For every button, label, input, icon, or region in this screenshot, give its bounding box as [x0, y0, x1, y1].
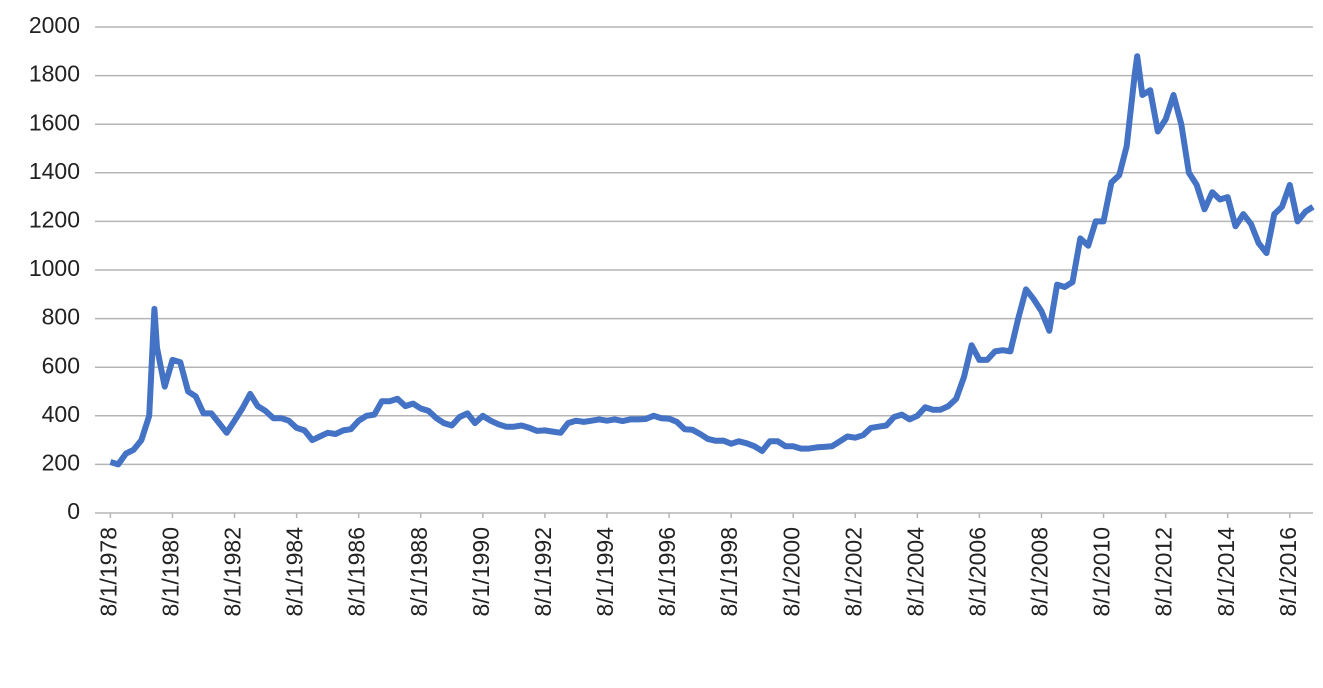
x-tick-label: 8/1/1996 [654, 527, 680, 617]
y-tick-label: 1800 [29, 61, 80, 87]
x-tick-label: 8/1/2016 [1275, 527, 1301, 617]
x-tick-label: 8/1/1978 [95, 527, 121, 617]
y-tick-label: 800 [42, 304, 80, 330]
x-tick-label: 8/1/2006 [964, 527, 990, 617]
y-tick-label: 2000 [29, 12, 80, 38]
x-tick-label: 8/1/1992 [530, 527, 556, 617]
x-tick-label: 8/1/1980 [158, 527, 184, 617]
x-tick-label: 8/1/2014 [1213, 527, 1239, 617]
x-tick-label: 8/1/2008 [1027, 527, 1053, 617]
x-tick-label: 8/1/1982 [220, 527, 246, 617]
y-tick-label: 200 [42, 449, 80, 475]
x-tick-label: 8/1/1984 [282, 527, 308, 617]
x-tick-label: 8/1/2004 [902, 527, 928, 617]
x-tick-label: 8/1/1988 [406, 527, 432, 617]
x-tick-label: 8/1/1986 [344, 527, 370, 617]
price-line [109, 53, 1315, 468]
x-tick-label: 8/1/1994 [592, 527, 618, 617]
y-tick-label: 1200 [29, 206, 80, 232]
x-tick-label: 8/1/2010 [1089, 527, 1115, 617]
x-tick-label: 8/1/1990 [468, 527, 494, 617]
y-tick-label: 0 [67, 498, 80, 524]
y-tick-label: 600 [42, 352, 80, 378]
y-tick-label: 1000 [29, 255, 80, 281]
y-tick-label: 400 [42, 401, 80, 427]
y-tick-label: 1400 [29, 158, 80, 184]
x-tick-label: 8/1/2012 [1151, 527, 1177, 617]
y-tick-label: 1600 [29, 109, 80, 135]
x-tick-label: 8/1/2002 [840, 527, 866, 617]
x-tick-label: 8/1/2000 [778, 527, 804, 617]
x-tick-label: 8/1/1998 [716, 527, 742, 617]
